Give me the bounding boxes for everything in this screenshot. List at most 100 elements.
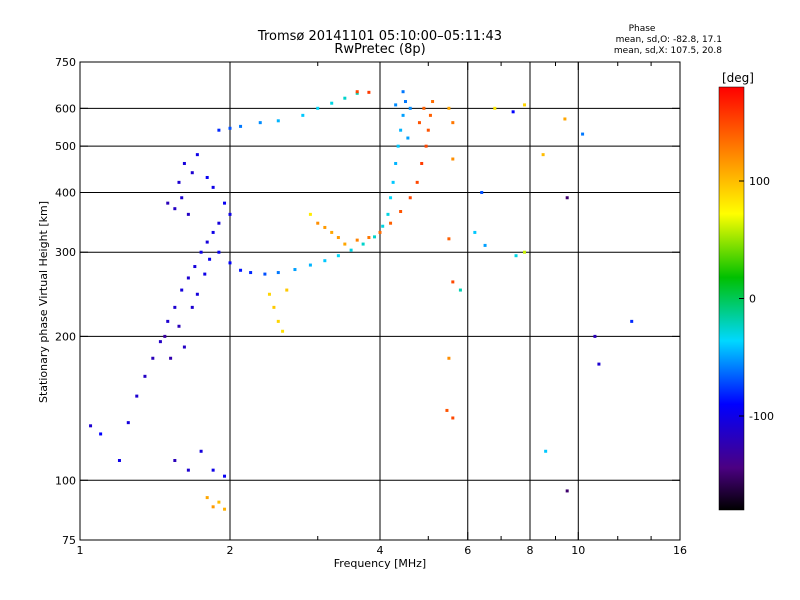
data-point (211, 185, 215, 189)
y-tick-label: 750 (55, 56, 76, 69)
data-point (389, 221, 393, 225)
data-point (143, 374, 147, 378)
colorbar-tick-label: 100 (749, 175, 770, 188)
colorbar-label: [deg] (722, 71, 754, 85)
data-point (217, 250, 221, 254)
data-point (166, 319, 170, 323)
data-point (493, 106, 497, 110)
y-tick-label: 200 (55, 330, 76, 343)
data-point (401, 90, 405, 94)
data-point (541, 153, 545, 157)
data-point (389, 196, 393, 200)
data-point (263, 272, 267, 276)
y-tick-label: 600 (55, 102, 76, 115)
data-point (330, 230, 334, 234)
data-point (239, 124, 243, 128)
data-point (239, 268, 243, 272)
data-point (186, 276, 190, 280)
data-point (451, 121, 455, 125)
data-point (581, 132, 585, 136)
data-point (308, 212, 312, 216)
data-point (403, 100, 407, 104)
data-point (417, 121, 421, 125)
data-point (367, 90, 371, 94)
data-point (195, 153, 199, 157)
data-point (396, 144, 400, 148)
data-point (415, 180, 419, 184)
data-point (267, 292, 271, 296)
data-point (544, 449, 548, 453)
data-point (301, 113, 305, 117)
data-point (323, 259, 327, 263)
data-point (276, 319, 280, 323)
data-point (424, 144, 428, 148)
data-point (177, 180, 181, 184)
data-point (211, 230, 215, 234)
phase-stats-x: mean, sd,X: 107.5, 20.8 (614, 46, 722, 56)
x-tick-label: 16 (673, 544, 687, 557)
data-point (272, 305, 276, 309)
data-point (249, 271, 253, 275)
data-point (193, 265, 197, 269)
grid-lines (80, 62, 680, 540)
x-tick-label: 2 (227, 544, 234, 557)
data-point (565, 196, 569, 200)
data-point (394, 103, 398, 107)
data-point (523, 103, 527, 107)
data-point (199, 250, 203, 254)
data-point (447, 356, 451, 360)
data-point (593, 334, 597, 338)
data-point (158, 340, 162, 344)
data-point (523, 250, 527, 254)
phase-legend-title: Phase (629, 24, 656, 34)
y-tick-label: 300 (55, 246, 76, 259)
data-point (169, 356, 173, 360)
data-point (173, 458, 177, 462)
data-point (422, 106, 426, 110)
data-point (394, 161, 398, 165)
data-point (228, 212, 232, 216)
data-point (182, 161, 186, 165)
data-point (205, 496, 209, 500)
data-point (180, 196, 184, 200)
axis-ticks: 1 2 4 6 8 10 16 75 100 200 300 400 500 600 750 (55, 56, 687, 557)
data-point (451, 416, 455, 420)
data-point (186, 468, 190, 472)
y-tick-label: 500 (55, 140, 76, 153)
data-point (126, 421, 130, 425)
data-point (367, 236, 371, 240)
data-point (447, 237, 451, 241)
data-point (336, 254, 340, 258)
data-point (428, 113, 432, 117)
x-tick-label: 1 (77, 544, 84, 557)
chart-subtitle: RwPretec (8p) (334, 42, 425, 57)
data-point (630, 319, 634, 323)
data-point (217, 221, 221, 225)
colorbar-tick-label: 0 (749, 293, 756, 306)
data-point (135, 394, 139, 398)
data-point (399, 128, 403, 132)
data-point (355, 90, 359, 94)
data-point (401, 113, 405, 117)
data-point (203, 272, 207, 276)
data-point (186, 212, 190, 216)
data-point (285, 288, 289, 292)
data-point (177, 324, 181, 328)
data-point (228, 126, 232, 130)
y-tick-label: 100 (55, 474, 76, 487)
data-point (223, 507, 227, 511)
data-point (381, 224, 385, 228)
data-point (355, 91, 359, 95)
data-point (199, 449, 203, 453)
data-point (223, 474, 227, 478)
data-point (211, 505, 215, 509)
data-point (483, 243, 487, 247)
data-point (281, 329, 285, 333)
data-point (151, 356, 155, 360)
data-point (343, 96, 347, 100)
data-point (99, 432, 103, 436)
data-point (217, 500, 221, 504)
data-point (276, 119, 280, 123)
data-point (163, 334, 167, 338)
data-point (205, 175, 209, 179)
